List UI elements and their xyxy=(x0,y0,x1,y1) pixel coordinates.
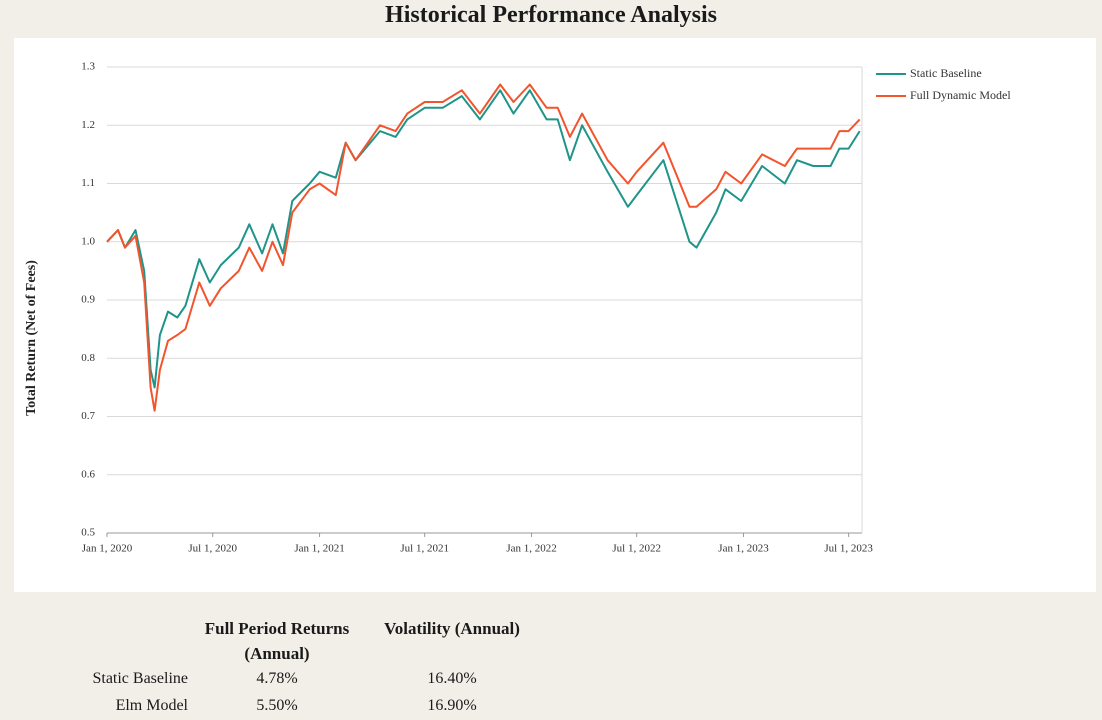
y-tick-label: 0.7 xyxy=(81,410,95,422)
x-tick-label: Jan 1, 2021 xyxy=(294,543,344,555)
chart: Total Return (Net of Fees) 0.5 0.6 0.7 0.8 0… xyxy=(24,61,1011,555)
legend-label: Full Dynamic Model xyxy=(910,88,1011,102)
row-label: Elm Model xyxy=(115,697,188,714)
y-tick-label: 1.3 xyxy=(81,61,95,73)
x-tick-label: Jul 1, 2022 xyxy=(612,543,661,555)
x-tick-label: Jul 1, 2020 xyxy=(188,543,237,555)
y-tick-label: 0.6 xyxy=(81,468,95,480)
column-header: Volatility (Annual) xyxy=(384,619,520,638)
y-tick-label: 0.5 xyxy=(81,527,95,539)
chart-panel: Total Return (Net of Fees) 0.5 0.6 0.7 0.8 0… xyxy=(14,38,1096,592)
series-line xyxy=(106,89,861,389)
x-tick-label: Jul 1, 2021 xyxy=(400,543,449,555)
table-value: 16.40% xyxy=(427,670,477,687)
column-header: Full Period Returns (Annual) xyxy=(204,619,350,663)
y-tick-label: 0.8 xyxy=(81,352,95,364)
x-tick-label: Jan 1, 2022 xyxy=(506,543,556,555)
legend-label: Static Baseline xyxy=(910,66,982,80)
x-tick-label: Jul 1, 2023 xyxy=(824,543,873,555)
chart-title: Historical Performance Analysis xyxy=(385,2,717,28)
y-tick-label: 0.9 xyxy=(81,294,95,306)
y-axis-label: Total Return (Net of Fees) xyxy=(24,260,39,416)
y-tick-label: 1.0 xyxy=(81,235,95,247)
x-tick-label: Jan 1, 2023 xyxy=(718,543,769,555)
y-tick-label: 1.2 xyxy=(81,119,95,131)
table-value: 5.50% xyxy=(256,697,298,714)
y-tick-label: 1.1 xyxy=(81,177,95,189)
series-line xyxy=(106,83,861,412)
x-tick-label: Jan 1, 2020 xyxy=(82,543,133,555)
table-value: 4.78% xyxy=(256,670,298,687)
table-value: 16.90% xyxy=(427,697,477,714)
row-label: Static Baseline xyxy=(92,670,188,687)
